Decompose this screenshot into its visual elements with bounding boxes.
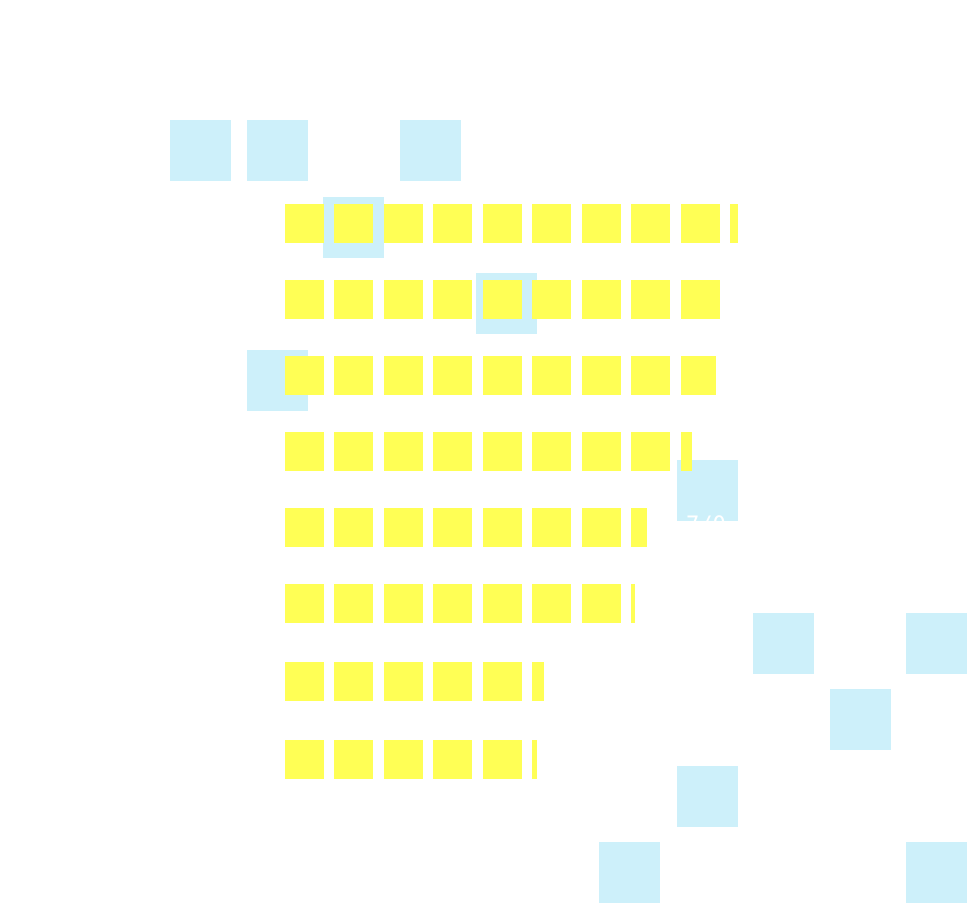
yellow-block xyxy=(433,662,472,701)
yellow-block xyxy=(433,740,472,779)
yellow-block xyxy=(532,204,571,243)
blue-tile xyxy=(753,613,814,674)
yellow-block xyxy=(483,508,522,547)
yellow-block xyxy=(681,204,720,243)
yellow-block xyxy=(334,662,373,701)
yellow-block xyxy=(483,584,522,623)
blue-tile xyxy=(677,766,738,827)
yellow-block xyxy=(582,432,621,471)
yellow-block xyxy=(582,356,621,395)
yellow-block xyxy=(631,280,670,319)
yellow-block xyxy=(433,432,472,471)
yellow-block xyxy=(433,204,472,243)
yellow-block xyxy=(582,508,621,547)
yellow-block xyxy=(631,508,647,547)
yellow-block xyxy=(483,432,522,471)
yellow-block xyxy=(334,204,373,243)
yellow-block xyxy=(384,584,423,623)
yellow-block xyxy=(384,356,423,395)
yellow-block xyxy=(285,356,324,395)
yellow-block xyxy=(433,584,472,623)
yellow-block xyxy=(384,662,423,701)
yellow-block xyxy=(532,740,537,779)
yellow-block xyxy=(483,280,522,319)
blue-tile xyxy=(830,689,891,750)
yellow-block xyxy=(631,356,670,395)
yellow-block xyxy=(532,662,544,701)
yellow-block xyxy=(334,740,373,779)
yellow-block xyxy=(433,280,472,319)
yellow-block xyxy=(433,356,472,395)
yellow-block xyxy=(582,280,621,319)
yellow-block xyxy=(384,740,423,779)
blue-tile xyxy=(170,120,231,181)
yellow-block xyxy=(483,740,522,779)
blue-tile xyxy=(599,842,660,903)
yellow-block xyxy=(532,584,571,623)
yellow-block xyxy=(681,280,720,319)
yellow-block xyxy=(384,204,423,243)
yellow-block xyxy=(532,280,571,319)
yellow-block xyxy=(334,356,373,395)
yellow-block xyxy=(631,432,670,471)
yellow-block xyxy=(334,280,373,319)
yellow-block xyxy=(334,508,373,547)
yellow-block xyxy=(582,584,621,623)
yellow-block xyxy=(631,204,670,243)
yellow-block xyxy=(285,740,324,779)
yellow-block xyxy=(285,662,324,701)
blue-tile xyxy=(247,120,308,181)
yellow-block xyxy=(483,662,522,701)
yellow-block xyxy=(483,356,522,395)
yellow-blocks xyxy=(285,204,738,779)
tile-label: 7/0 xyxy=(686,513,726,538)
yellow-block xyxy=(285,584,324,623)
yellow-block xyxy=(681,432,692,471)
yellow-block xyxy=(631,584,635,623)
yellow-block xyxy=(532,356,571,395)
yellow-block xyxy=(532,508,571,547)
blue-tile xyxy=(400,120,461,181)
yellow-block xyxy=(334,584,373,623)
yellow-block xyxy=(285,204,324,243)
blue-tile xyxy=(906,842,967,903)
yellow-block xyxy=(730,204,738,243)
yellow-block xyxy=(334,432,373,471)
yellow-block xyxy=(532,432,571,471)
yellow-block xyxy=(483,204,522,243)
yellow-block xyxy=(285,508,324,547)
yellow-block xyxy=(582,204,621,243)
yellow-block xyxy=(384,280,423,319)
yellow-block xyxy=(285,432,324,471)
yellow-block xyxy=(285,280,324,319)
blue-tile xyxy=(906,613,967,674)
yellow-block xyxy=(433,508,472,547)
yellow-block xyxy=(384,508,423,547)
yellow-block xyxy=(384,432,423,471)
yellow-block xyxy=(681,356,716,395)
